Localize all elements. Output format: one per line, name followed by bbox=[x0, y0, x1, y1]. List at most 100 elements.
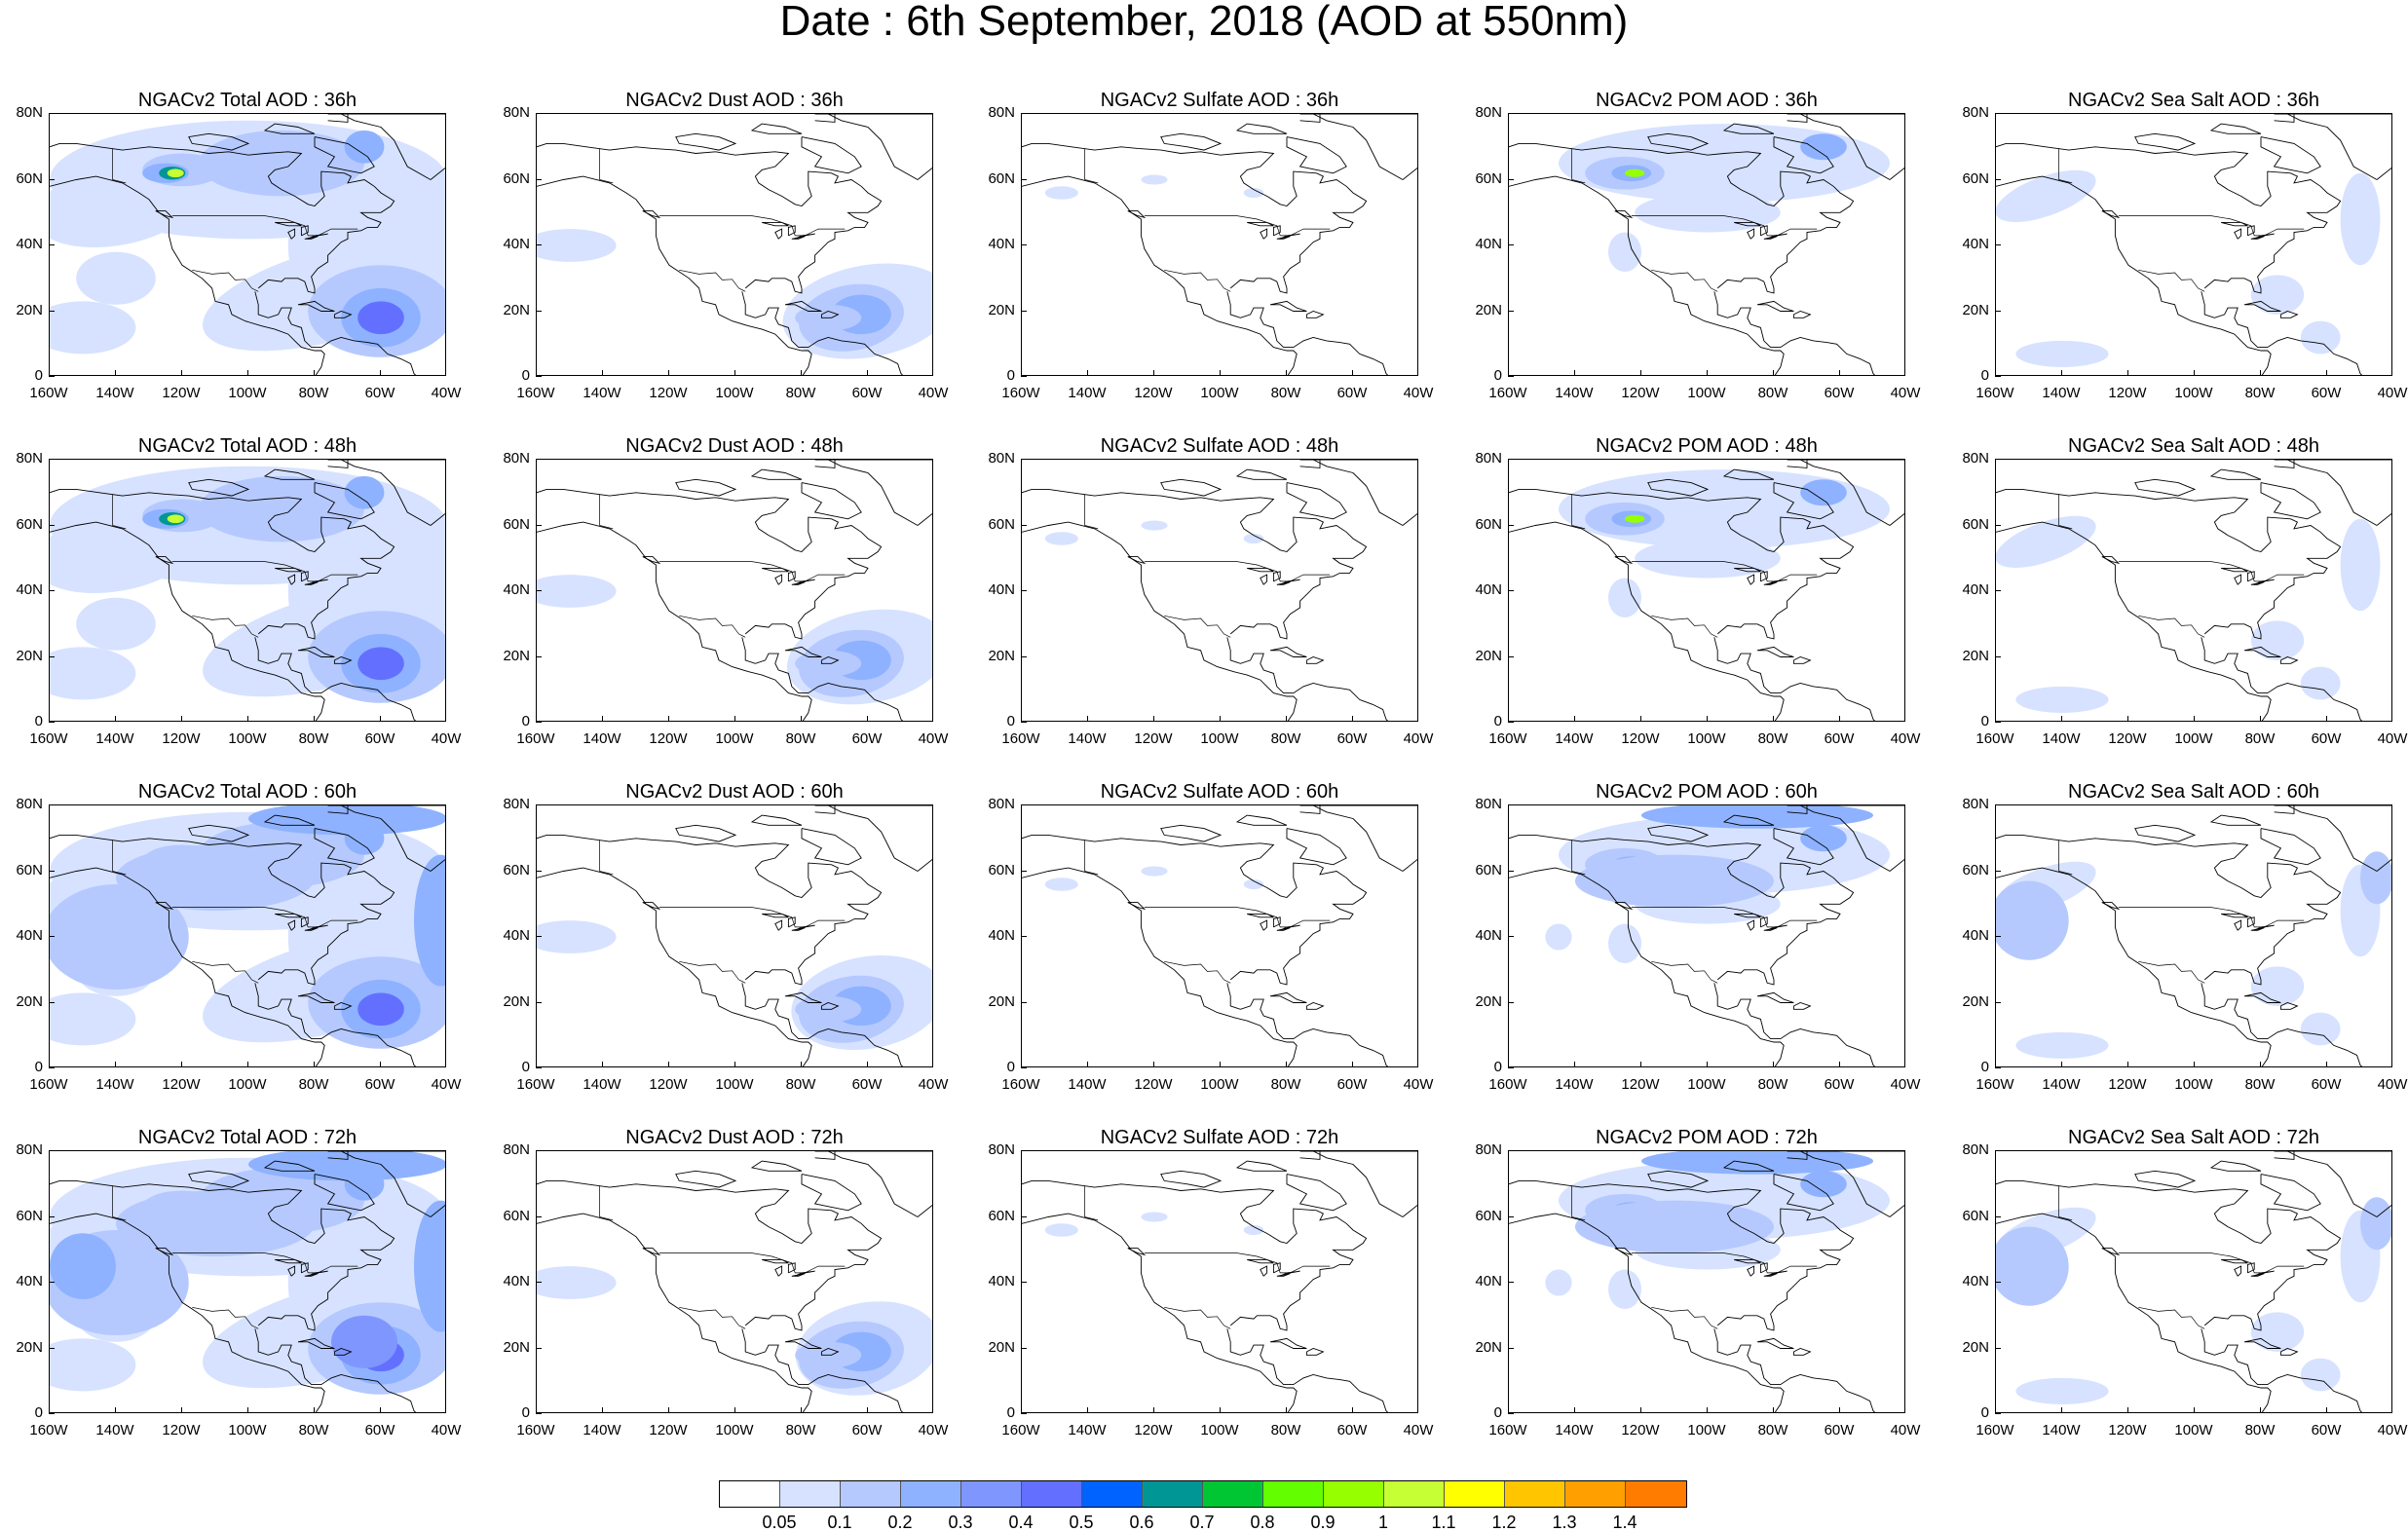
y-tick-label: 60N bbox=[503, 861, 530, 878]
x-tick bbox=[734, 716, 735, 722]
x-tick bbox=[2194, 370, 2195, 376]
map-canvas bbox=[537, 460, 932, 721]
y-tick-label: 20N bbox=[1475, 992, 1502, 1010]
coastline bbox=[1269, 1337, 1307, 1349]
panel-title: NGACv2 Total AOD : 60h bbox=[137, 781, 357, 803]
x-tick bbox=[1220, 1407, 1221, 1413]
x-tick bbox=[932, 370, 933, 376]
x-tick bbox=[801, 716, 802, 722]
y-tick-label: 0 bbox=[521, 713, 530, 729]
y-tick bbox=[1995, 590, 2001, 591]
y-tick bbox=[536, 722, 542, 723]
coastline bbox=[314, 1174, 375, 1212]
national-border bbox=[1084, 494, 1099, 530]
panel-title: NGACv2 Dust AOD : 60h bbox=[625, 781, 844, 803]
y-tick-label: 60N bbox=[503, 515, 530, 533]
y-tick bbox=[49, 459, 55, 460]
coastline bbox=[327, 1151, 349, 1160]
coastline bbox=[1286, 828, 1347, 866]
x-tick-label: 100W bbox=[715, 385, 754, 401]
coastline bbox=[1127, 556, 1147, 565]
map-frame bbox=[49, 459, 446, 722]
aod-contour bbox=[50, 1338, 136, 1392]
x-tick-label: 160W bbox=[1488, 1422, 1527, 1439]
coastline bbox=[642, 902, 661, 911]
coastline bbox=[2279, 1348, 2299, 1356]
coastline bbox=[155, 902, 174, 911]
national-border bbox=[1084, 840, 1099, 876]
aod-field bbox=[1996, 1197, 2391, 1404]
x-tick bbox=[2391, 370, 2392, 376]
x-tick bbox=[2326, 716, 2327, 722]
y-tick bbox=[1995, 1413, 2001, 1414]
coastline bbox=[1226, 1328, 1389, 1412]
coastline bbox=[784, 1337, 822, 1349]
coastline bbox=[1756, 300, 1794, 312]
y-tick-label: 20N bbox=[988, 647, 1015, 664]
aod-contour bbox=[50, 509, 199, 594]
coastline bbox=[2243, 1337, 2281, 1349]
x-tick bbox=[668, 1407, 669, 1413]
coastline bbox=[1160, 132, 1223, 151]
aod-contour bbox=[167, 168, 184, 178]
panel-title: NGACv2 Total AOD : 72h bbox=[137, 1127, 357, 1148]
coastline bbox=[1799, 460, 1904, 526]
x-tick-label: 120W bbox=[162, 730, 201, 747]
coastline bbox=[1272, 916, 1281, 928]
coastline bbox=[1509, 867, 1785, 1066]
y-tick-label: 60N bbox=[503, 1207, 530, 1224]
coastline bbox=[784, 300, 822, 312]
colorbar-label: 0.3 bbox=[948, 1513, 973, 1532]
y-tick bbox=[49, 1001, 55, 1003]
coastline bbox=[827, 1151, 932, 1217]
coastline bbox=[50, 521, 325, 721]
coastline bbox=[1763, 927, 1778, 931]
x-tick bbox=[2326, 1407, 2327, 1413]
national-border bbox=[1144, 215, 1331, 237]
y-tick bbox=[49, 722, 55, 723]
x-tick bbox=[1153, 1062, 1154, 1067]
y-tick-label: 0 bbox=[1493, 1059, 1502, 1075]
aod-contour bbox=[1044, 878, 1078, 891]
coastline bbox=[774, 228, 783, 240]
coastline bbox=[1747, 1265, 1755, 1277]
y-tick bbox=[536, 655, 542, 657]
x-tick bbox=[602, 1062, 603, 1067]
y-tick-label: 40N bbox=[1962, 581, 1989, 598]
coastline bbox=[1996, 488, 2342, 640]
x-tick-label: 140W bbox=[95, 730, 134, 747]
x-tick-label: 140W bbox=[2042, 730, 2081, 747]
x-tick-label: 160W bbox=[1488, 730, 1527, 747]
national-border bbox=[171, 561, 358, 582]
coastline bbox=[1759, 225, 1768, 237]
national-border bbox=[1651, 960, 1718, 984]
x-tick bbox=[181, 716, 182, 722]
national-border bbox=[2058, 840, 2073, 876]
coastline bbox=[1276, 927, 1291, 931]
x-tick bbox=[181, 370, 182, 376]
y-tick bbox=[536, 1067, 542, 1068]
x-tick-label: 40W bbox=[1403, 1422, 1434, 1439]
coastline bbox=[1299, 460, 1321, 468]
national-border bbox=[1164, 960, 1231, 984]
coastline bbox=[1799, 805, 1904, 872]
coastline bbox=[1787, 1151, 1808, 1160]
y-tick-label: 0 bbox=[34, 1404, 43, 1421]
coastline bbox=[1272, 1262, 1281, 1274]
aod-field bbox=[1044, 520, 1264, 545]
x-tick bbox=[1352, 716, 1353, 722]
x-tick bbox=[1508, 716, 1509, 722]
x-tick bbox=[2260, 1407, 2261, 1413]
map-panel-sulfate-48h: NGACv2 Sulfate AOD : 48h 80N 60N 40N 20N 0 160… bbox=[988, 435, 1433, 757]
x-tick bbox=[1995, 716, 1996, 722]
y-tick bbox=[49, 804, 55, 805]
panel-title: NGACv2 Sulfate AOD : 36h bbox=[1100, 90, 1339, 111]
colorbar bbox=[719, 1480, 1687, 1508]
y-tick bbox=[536, 310, 542, 312]
x-tick-label: 40W bbox=[918, 1076, 949, 1093]
national-border bbox=[1651, 615, 1718, 638]
x-tick bbox=[49, 370, 50, 376]
coastline bbox=[537, 1213, 812, 1412]
x-tick-label: 80W bbox=[298, 1422, 329, 1439]
x-tick bbox=[1707, 1407, 1708, 1413]
